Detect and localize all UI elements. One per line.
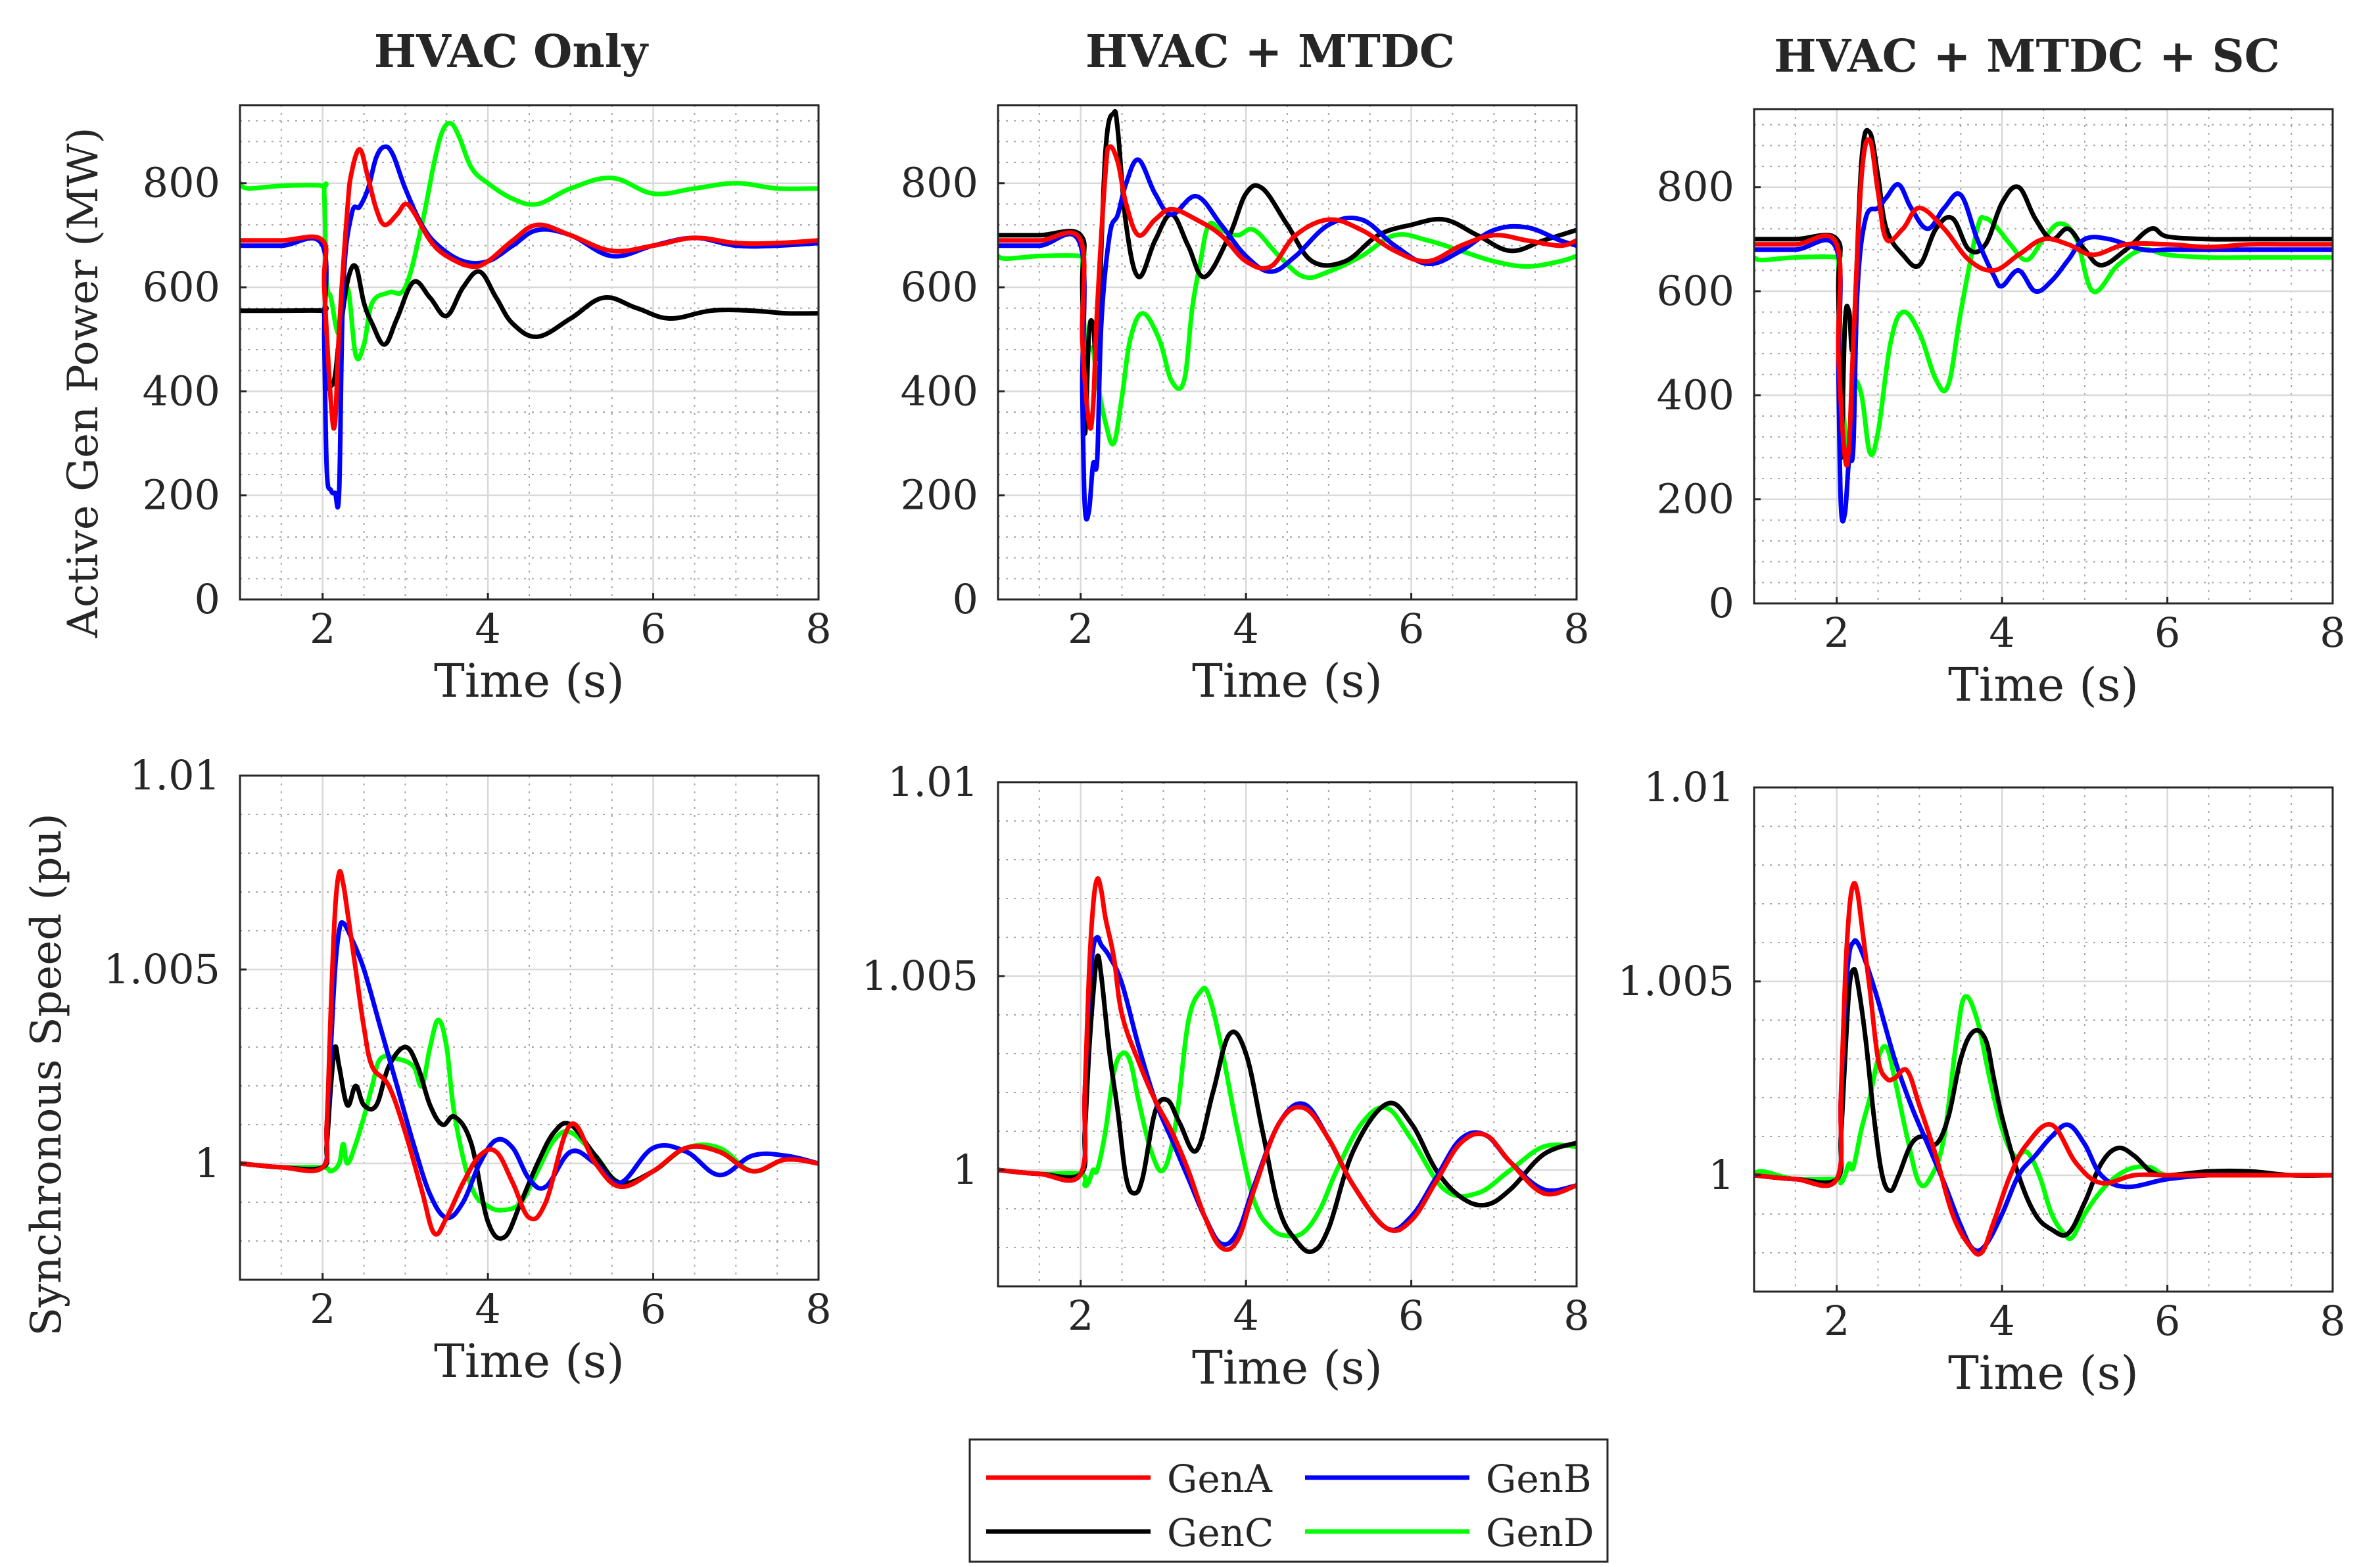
- axes-box: [997, 104, 1578, 601]
- y-tick-label: 1: [195, 1139, 220, 1187]
- x-tick-label: 2: [310, 605, 335, 653]
- series-line-gena: [240, 869, 819, 1237]
- x-tick-label: 4: [1233, 605, 1258, 653]
- series-line-genb: [1754, 182, 2333, 524]
- legend-label-genc: GenC: [1167, 1510, 1273, 1555]
- y-tick-label: 200: [901, 471, 978, 519]
- y-tick-label: 600: [143, 263, 220, 311]
- legend-label-genb: GenB: [1486, 1457, 1592, 1501]
- x-tick-label: 8: [1563, 1292, 1589, 1340]
- ylabel-power: Active Gen Power (MW): [59, 127, 108, 638]
- y-tick-label: 1.01: [888, 758, 978, 806]
- x-tick-label: 6: [1398, 605, 1424, 653]
- y-tick-label: 1.01: [130, 751, 220, 799]
- y-tick-label: 800: [901, 159, 978, 207]
- axes-box: [1753, 108, 2334, 605]
- y-tick-label: 400: [143, 367, 220, 415]
- x-axis-label: Time (s): [1192, 1341, 1383, 1395]
- axes-box: [997, 781, 1578, 1288]
- x-tick-label: 8: [2320, 1297, 2345, 1345]
- y-tick-label: 0: [1709, 579, 1734, 627]
- x-tick-label: 8: [805, 605, 831, 653]
- x-tick-label: 6: [640, 605, 666, 653]
- y-tick-label: 200: [143, 471, 220, 519]
- panel-power-hvac-mtdc: 2 4 6 8 0 200 400 600 800 Time (s): [901, 104, 1590, 708]
- x-tick-label: 6: [2154, 1297, 2180, 1345]
- x-tick-label: 2: [1824, 1297, 1849, 1345]
- panel-title-2: HVAC + MTDC: [1085, 26, 1455, 78]
- y-tick-label: 0: [195, 575, 220, 623]
- x-tick-label: 6: [2154, 609, 2180, 657]
- x-tick-label: 4: [1989, 609, 2014, 657]
- y-tick-label: 400: [901, 367, 978, 415]
- series-line-gena: [240, 147, 819, 431]
- y-tick-label: 600: [901, 263, 978, 311]
- y-tick-label: 1.005: [104, 945, 221, 993]
- axes-box: [239, 104, 820, 601]
- panel-speed-hvac-only: 2 4 6 8 1 1.005 1.01 Time (s): [104, 751, 832, 1388]
- x-axis-label: Time (s): [434, 654, 625, 708]
- panel-title-1: HVAC Only: [374, 26, 650, 78]
- panel-power-hvac-only: 2 4 6 8 0 200 400 600 800 Time (s): [143, 104, 832, 708]
- legend: GenA GenB GenC GenD: [968, 1438, 1609, 1563]
- panel-power-hvac-mtdc-sc: 2 4 6 8 0 200 400 600 800 Time (s): [1657, 108, 2346, 712]
- x-tick-label: 8: [1563, 605, 1589, 653]
- x-tick-label: 2: [1068, 1292, 1093, 1340]
- y-tick-label: 1.005: [1618, 957, 1735, 1005]
- x-tick-label: 6: [1398, 1292, 1424, 1340]
- panel-speed-hvac-mtdc-sc: 2 4 6 8 1 1.005 1.01 Time (s): [1618, 763, 2346, 1400]
- series-line-gena: [998, 144, 1577, 431]
- legend-label-gend: GenD: [1486, 1510, 1594, 1555]
- series-line-genc: [1754, 966, 2333, 1238]
- panel-title-3: HVAC + MTDC + SC: [1774, 30, 2279, 83]
- series-line-gena: [1754, 137, 2333, 468]
- x-tick-label: 2: [1068, 605, 1093, 653]
- y-tick-label: 1: [953, 1146, 978, 1194]
- x-tick-label: 4: [475, 1285, 500, 1333]
- axes-box: [239, 774, 820, 1281]
- series-line-genb: [998, 157, 1577, 522]
- y-tick-label: 800: [143, 159, 220, 207]
- x-tick-label: 8: [2320, 609, 2345, 657]
- y-tick-label: 600: [1657, 267, 1734, 315]
- x-tick-label: 4: [1233, 1292, 1258, 1340]
- panel-speed-hvac-mtdc: 2 4 6 8 1 1.005 1.01 Time (s): [862, 758, 1590, 1395]
- series-line-gend: [1754, 994, 2333, 1242]
- series-line-gena: [998, 876, 1577, 1252]
- series-line-genc: [998, 953, 1577, 1255]
- x-axis-label: Time (s): [1948, 1346, 2139, 1400]
- y-tick-label: 1: [1709, 1151, 1734, 1199]
- x-tick-label: 4: [475, 605, 500, 653]
- x-tick-label: 2: [310, 1285, 335, 1333]
- series-line-genb: [240, 144, 819, 510]
- y-tick-label: 1.01: [1644, 763, 1734, 811]
- x-tick-label: 6: [640, 1285, 666, 1333]
- axes-box: [1753, 786, 2334, 1293]
- x-tick-label: 2: [1824, 609, 1849, 657]
- x-tick-label: 4: [1989, 1297, 2014, 1345]
- x-axis-label: Time (s): [434, 1334, 625, 1388]
- legend-label-gena: GenA: [1167, 1457, 1273, 1501]
- y-tick-label: 1.005: [862, 952, 979, 1000]
- y-tick-label: 0: [953, 575, 978, 623]
- legend-box: [968, 1438, 1609, 1563]
- x-tick-label: 8: [805, 1285, 831, 1333]
- y-tick-label: 400: [1657, 371, 1734, 419]
- y-tick-label: 800: [1657, 163, 1734, 211]
- series-line-gend: [998, 985, 1577, 1239]
- ylabel-speed: Synchronous Speed (pu): [22, 813, 71, 1336]
- x-axis-label: Time (s): [1192, 654, 1383, 708]
- series-line-gena: [1754, 881, 2333, 1257]
- y-tick-label: 200: [1657, 475, 1734, 523]
- x-axis-label: Time (s): [1948, 658, 2139, 712]
